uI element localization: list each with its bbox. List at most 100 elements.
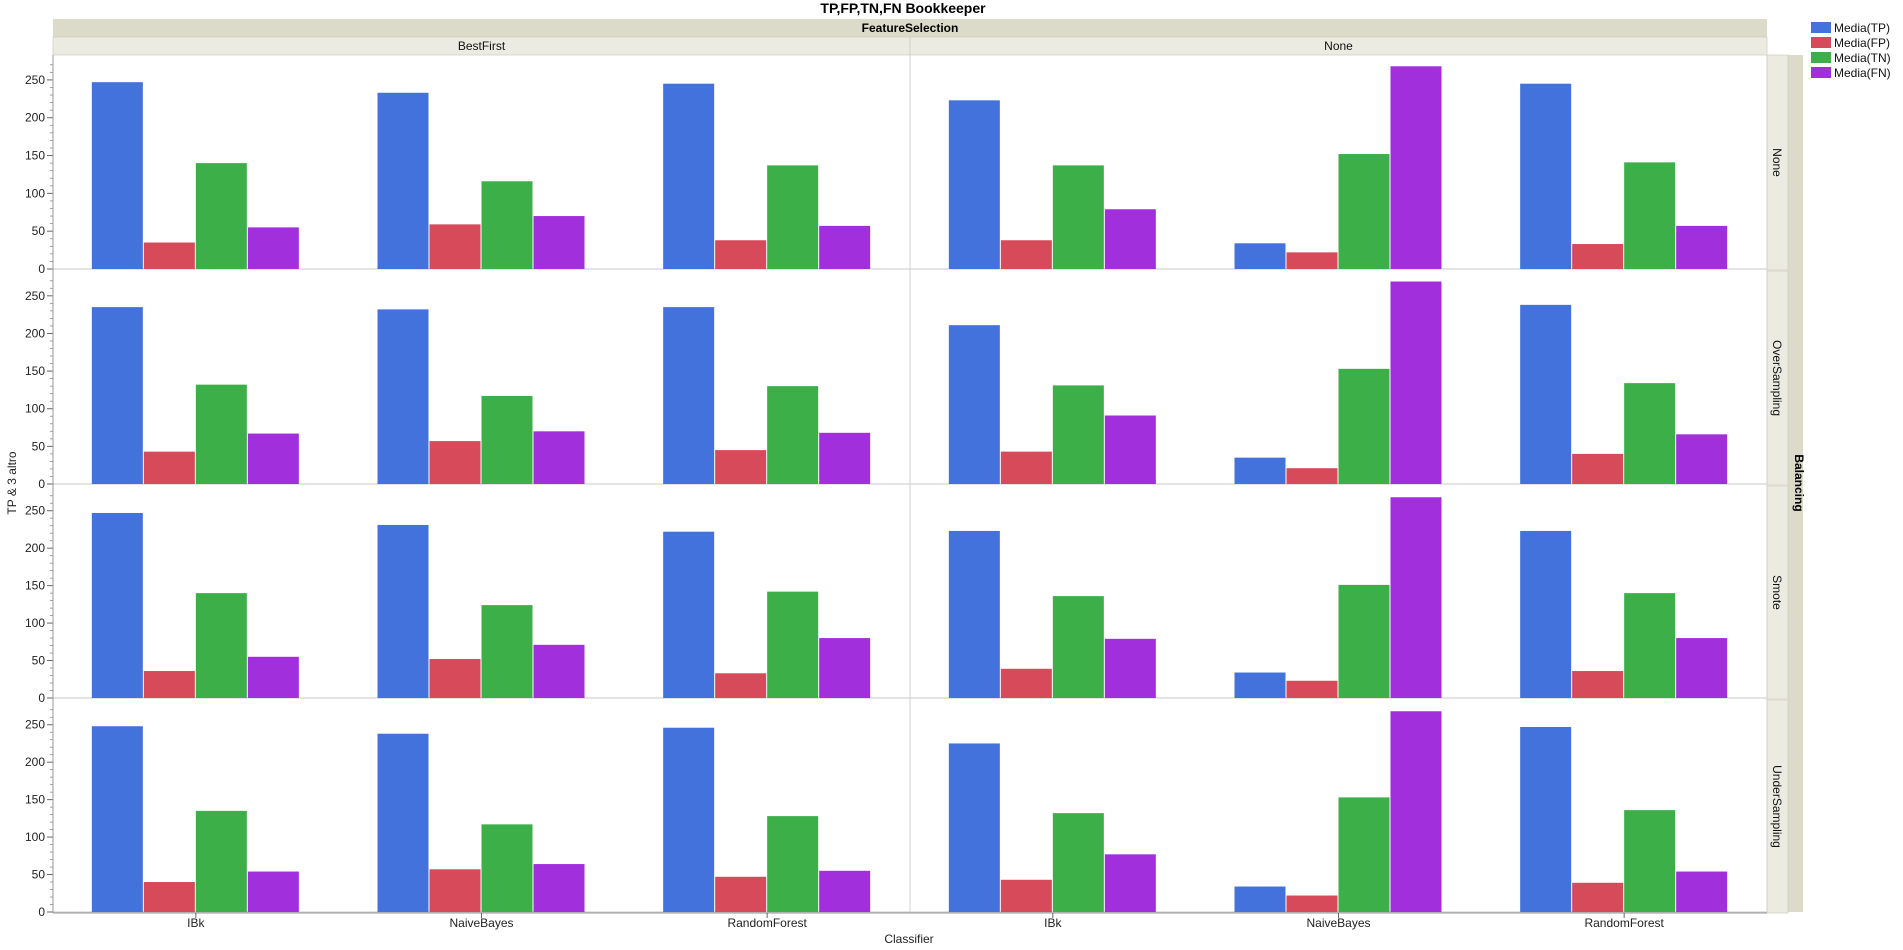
legend-label: Media(TP) — [1834, 21, 1890, 35]
bar — [1338, 797, 1390, 912]
chart-title: TP,FP,TN,FN Bookkeeper — [820, 0, 986, 16]
bar — [1052, 385, 1104, 484]
bar — [1572, 882, 1624, 912]
bar — [1676, 638, 1728, 698]
bar — [429, 869, 481, 912]
bar — [195, 810, 247, 912]
y-tick-label: 0 — [38, 905, 45, 919]
bar — [948, 530, 1000, 698]
bar — [481, 824, 533, 912]
legend: Media(TP)Media(FP)Media(TN)Media(FN) — [1811, 21, 1891, 80]
bar — [1338, 368, 1390, 484]
bar — [1338, 154, 1390, 269]
y-tick-label: 150 — [25, 149, 45, 163]
y-tick-label: 200 — [25, 326, 45, 340]
bar — [1520, 304, 1572, 484]
bar — [533, 431, 585, 484]
column-header-cell — [909, 36, 1768, 56]
bar — [143, 451, 195, 484]
y-tick-label: 200 — [25, 541, 45, 555]
bar — [1572, 671, 1624, 698]
bar — [247, 433, 299, 484]
bar — [91, 307, 143, 484]
x-tick-label: IBk — [1044, 916, 1062, 930]
bar — [767, 591, 819, 698]
bar — [663, 307, 715, 484]
bar — [1572, 244, 1624, 269]
y-tick-label: 0 — [38, 691, 45, 705]
bar — [195, 593, 247, 698]
y-tick-label: 0 — [38, 477, 45, 491]
y-tick-label: 100 — [25, 402, 45, 416]
row-header-label: Smote — [1770, 575, 1784, 610]
column-header-label: None — [1324, 39, 1353, 53]
y-tick-label: 50 — [32, 868, 46, 882]
bar — [948, 100, 1000, 270]
bar — [481, 395, 533, 484]
column-header-label: BestFirst — [458, 39, 506, 53]
legend-swatch — [1811, 22, 1831, 33]
bar — [767, 386, 819, 484]
bar — [1676, 871, 1728, 912]
legend-label: Media(FN) — [1834, 66, 1891, 80]
bar — [1286, 468, 1338, 484]
bar — [1104, 415, 1156, 484]
bar — [663, 531, 715, 698]
bar — [1624, 810, 1676, 912]
plot-layer: BestFirst None None OverSampling Smote UnderS… — [25, 36, 1789, 930]
bar — [1676, 434, 1728, 484]
column-facet-label: FeatureSelection — [862, 21, 959, 35]
bar — [481, 605, 533, 698]
bar — [819, 432, 871, 484]
bar — [1000, 879, 1052, 912]
bar — [429, 659, 481, 698]
bar — [948, 325, 1000, 484]
y-tick-label: 250 — [25, 289, 45, 303]
row-facet-header-band — [1788, 55, 1803, 912]
bar — [377, 524, 429, 698]
y-tick-label: 200 — [25, 755, 45, 769]
legend-swatch — [1811, 52, 1831, 63]
bar — [715, 450, 767, 484]
x-tick-label: NaiveBayes — [449, 916, 513, 930]
bar — [767, 816, 819, 912]
bar — [143, 242, 195, 269]
bar — [247, 227, 299, 269]
bar — [1000, 668, 1052, 698]
legend-label: Media(FP) — [1834, 36, 1890, 50]
bar — [91, 82, 143, 269]
bar — [143, 882, 195, 912]
y-tick-label: 200 — [25, 111, 45, 125]
bar — [533, 644, 585, 698]
x-tick-label: RandomForest — [727, 916, 807, 930]
bar — [1520, 83, 1572, 269]
row-header-label: OverSampling — [1770, 340, 1784, 416]
bar — [1572, 453, 1624, 484]
legend-label: Media(TN) — [1834, 51, 1891, 65]
bar — [1234, 457, 1286, 484]
bar — [1390, 66, 1442, 269]
bar — [377, 92, 429, 269]
bar — [1234, 886, 1286, 912]
y-tick-label: 50 — [32, 224, 46, 238]
bar — [1052, 165, 1104, 269]
y-tick-label: 150 — [25, 364, 45, 378]
bar — [377, 733, 429, 912]
bar — [948, 743, 1000, 912]
bar — [1520, 726, 1572, 912]
y-tick-label: 250 — [25, 718, 45, 732]
column-facet-header-band — [53, 19, 1767, 37]
legend-swatch — [1811, 67, 1831, 78]
bar — [1052, 813, 1104, 912]
bar — [715, 673, 767, 698]
y-tick-label: 250 — [25, 73, 45, 87]
y-tick-label: 100 — [25, 186, 45, 200]
bar — [1286, 895, 1338, 912]
bar — [1104, 854, 1156, 912]
row-header-label: UnderSampling — [1770, 765, 1784, 848]
bar — [767, 165, 819, 269]
bar — [247, 871, 299, 912]
y-tick-label: 100 — [25, 830, 45, 844]
y-axis-title: TP & 3 altro — [5, 451, 19, 514]
y-tick-label: 100 — [25, 616, 45, 630]
